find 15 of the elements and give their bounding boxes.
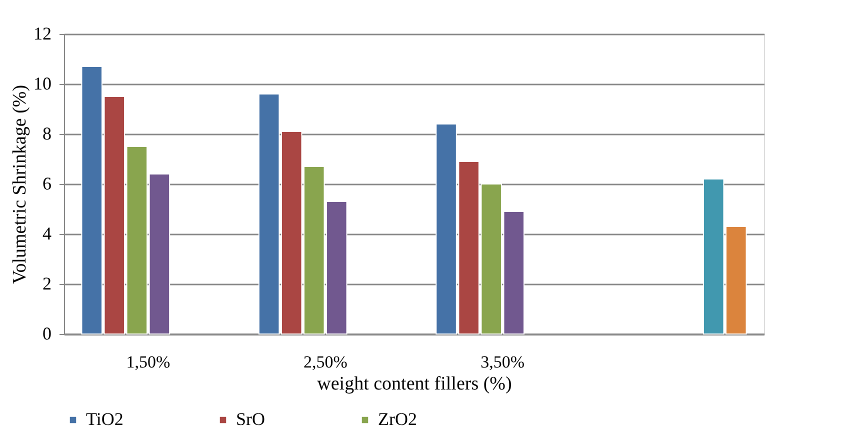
- x-tick-label: 2,50%: [303, 352, 348, 372]
- y-tick-label: 4: [42, 224, 52, 244]
- x-axis-title: weight content fillers (%): [317, 374, 512, 394]
- legend-label: ZrO2: [378, 409, 417, 429]
- y-tick-label: 2: [42, 274, 52, 294]
- x-tick-label: 3,50%: [480, 352, 525, 372]
- y-tick-label: 12: [34, 24, 52, 44]
- legend-label: TiO2: [86, 409, 124, 429]
- y-axis-title: Volumetric Shrinkage (%): [10, 84, 30, 284]
- y-tick-label: 6: [42, 174, 52, 194]
- y-tick-label: 10: [34, 74, 52, 94]
- y-tick-label: 8: [42, 124, 52, 144]
- x-tick-label: 1,50%: [126, 352, 170, 372]
- legend-label: SrO: [236, 409, 266, 429]
- y-tick-label: 0: [42, 324, 52, 344]
